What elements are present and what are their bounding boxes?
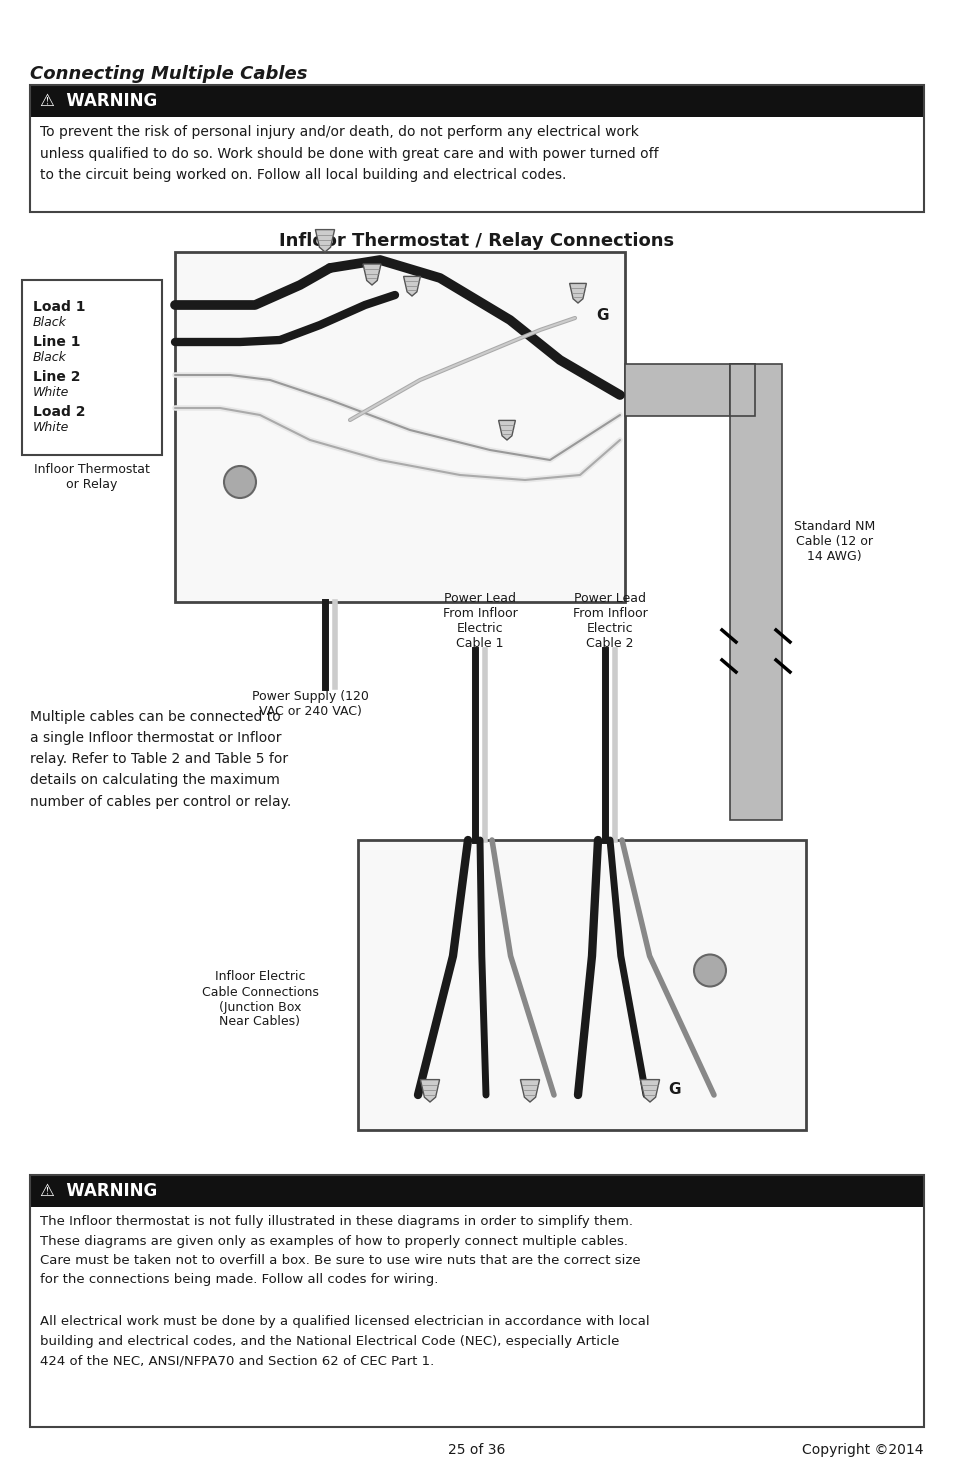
Bar [30, 86, 923, 117]
Text: ⚠  WARNING: ⚠ WARNING [40, 91, 157, 111]
Bar [22, 280, 162, 454]
Bar [357, 839, 805, 1130]
Text: Connecting Multiple Cables: Connecting Multiple Cables [30, 65, 307, 83]
Text: Multiple cables can be connected to
a single Infloor thermostat or Infloor
relay: Multiple cables can be connected to a si… [30, 709, 291, 808]
Text: Power Lead
From Infloor
Electric
Cable 1: Power Lead From Infloor Electric Cable 1 [442, 591, 517, 650]
Text: Power Lead
From Infloor
Electric
Cable 2: Power Lead From Infloor Electric Cable 2 [572, 591, 647, 650]
Text: Infloor Electric
Cable Connections
(Junction Box
Near Cables): Infloor Electric Cable Connections (Junc… [201, 971, 318, 1028]
Text: All electrical work must be done by a qualified licensed electrician in accordan: All electrical work must be done by a qu… [40, 1316, 649, 1367]
Bar [30, 86, 923, 212]
Bar [729, 364, 781, 820]
Text: Black: Black [33, 351, 67, 364]
Text: Infloor Thermostat / Relay Connections: Infloor Thermostat / Relay Connections [279, 232, 674, 249]
Text: Black: Black [33, 316, 67, 329]
Text: G: G [596, 308, 608, 323]
Text: Line 1: Line 1 [33, 335, 80, 350]
Text: Load 1: Load 1 [33, 299, 86, 314]
Polygon shape [420, 1080, 439, 1102]
Bar [729, 364, 754, 416]
Polygon shape [639, 1080, 659, 1102]
Text: Line 2: Line 2 [33, 370, 80, 384]
Text: Load 2: Load 2 [33, 406, 86, 419]
Polygon shape [519, 1080, 539, 1102]
Circle shape [693, 954, 725, 987]
Text: Power Supply (120
VAC or 240 VAC): Power Supply (120 VAC or 240 VAC) [252, 690, 368, 718]
Text: Standard NM
Cable (12 or
14 AWG): Standard NM Cable (12 or 14 AWG) [793, 521, 874, 563]
Text: White: White [33, 420, 70, 434]
Text: To prevent the risk of personal injury and/or death, do not perform any electric: To prevent the risk of personal injury a… [40, 125, 658, 183]
Polygon shape [315, 230, 335, 252]
Text: Copyright ©2014: Copyright ©2014 [801, 1443, 923, 1457]
Bar [624, 364, 754, 416]
Polygon shape [363, 264, 380, 285]
Polygon shape [403, 276, 420, 296]
Polygon shape [569, 283, 586, 302]
Text: G: G [667, 1083, 679, 1097]
Text: 25 of 36: 25 of 36 [448, 1443, 505, 1457]
Bar [30, 1176, 923, 1426]
Text: The Infloor thermostat is not fully illustrated in these diagrams in order to si: The Infloor thermostat is not fully illu… [40, 1215, 640, 1286]
Text: ⚠  WARNING: ⚠ WARNING [40, 1181, 157, 1201]
Circle shape [224, 466, 255, 499]
Text: White: White [33, 386, 70, 400]
Bar [174, 252, 624, 602]
Bar [30, 1176, 923, 1207]
Text: Infloor Thermostat
or Relay: Infloor Thermostat or Relay [34, 463, 150, 491]
Polygon shape [498, 420, 515, 440]
